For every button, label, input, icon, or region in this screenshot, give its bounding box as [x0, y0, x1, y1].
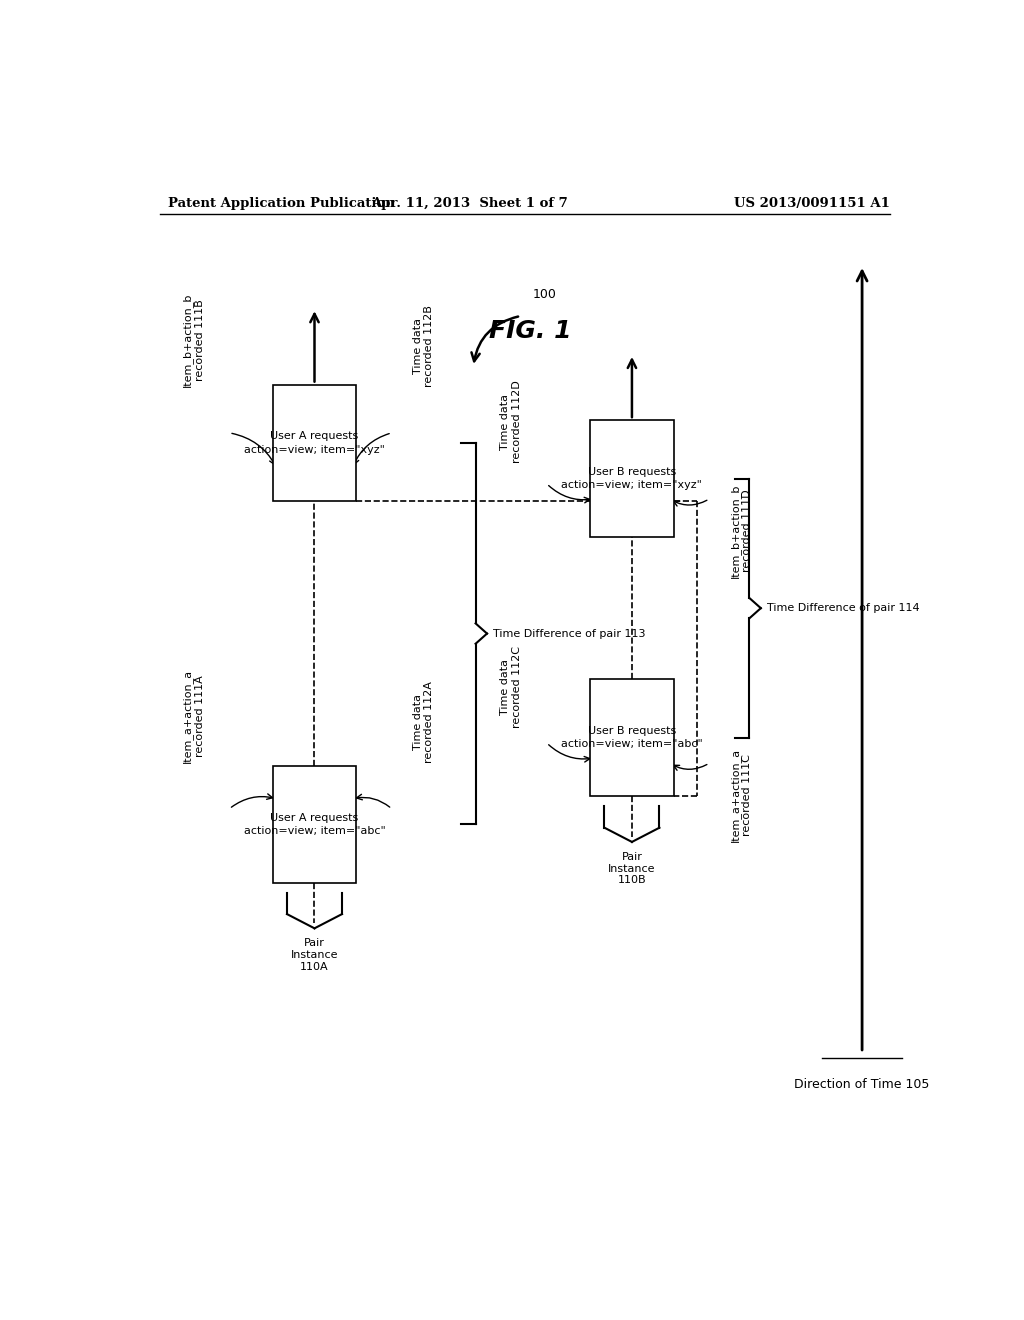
Bar [272, 384, 356, 502]
Text: Item_b+action_b
recorded 111D: Item_b+action_b recorded 111D [730, 483, 753, 578]
Text: Pair
Instance
110A: Pair Instance 110A [291, 939, 338, 972]
Text: Apr. 11, 2013  Sheet 1 of 7: Apr. 11, 2013 Sheet 1 of 7 [371, 197, 567, 210]
Text: User B requests
action=view; item="xyz": User B requests action=view; item="xyz" [561, 467, 702, 490]
Text: Pair
Instance
110B: Pair Instance 110B [608, 853, 655, 886]
Text: Time data
recorded 112B: Time data recorded 112B [413, 305, 434, 387]
Text: Item_a+action_a
recorded 111A: Item_a+action_a recorded 111A [182, 669, 205, 763]
Text: Item_a+action_a
recorded 111C: Item_a+action_a recorded 111C [730, 748, 753, 842]
Text: US 2013/0091151 A1: US 2013/0091151 A1 [734, 197, 890, 210]
Text: User B requests
action=view; item="abc": User B requests action=view; item="abc" [561, 726, 702, 750]
Text: User A requests
action=view; item="abc": User A requests action=view; item="abc" [244, 813, 385, 836]
Text: Direction of Time 105: Direction of Time 105 [795, 1078, 930, 1092]
Text: User A requests
action=view; item="xyz": User A requests action=view; item="xyz" [244, 432, 385, 454]
Text: Time data
recorded 112C: Time data recorded 112C [500, 645, 521, 727]
Text: FIG. 1: FIG. 1 [489, 319, 571, 343]
Text: 100: 100 [532, 288, 557, 301]
Text: Time data
recorded 112A: Time data recorded 112A [413, 681, 434, 763]
Text: Item_b+action_b
recorded 111B: Item_b+action_b recorded 111B [182, 293, 205, 387]
Bar [590, 420, 674, 537]
Text: Patent Application Publication: Patent Application Publication [168, 197, 394, 210]
Bar [590, 680, 674, 796]
Text: Time data
recorded 112D: Time data recorded 112D [500, 380, 521, 463]
Text: Time Difference of pair 114: Time Difference of pair 114 [767, 603, 920, 614]
Bar [272, 766, 356, 883]
Text: Time Difference of pair 113: Time Difference of pair 113 [493, 628, 645, 639]
